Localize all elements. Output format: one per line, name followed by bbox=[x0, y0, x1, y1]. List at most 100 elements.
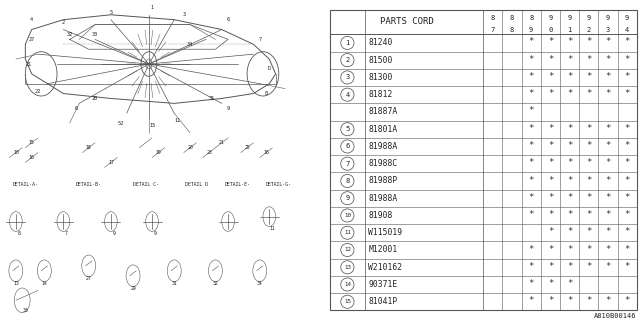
Text: *: * bbox=[529, 296, 534, 305]
Text: *: * bbox=[529, 72, 534, 81]
Text: 3: 3 bbox=[606, 27, 610, 33]
Text: 17: 17 bbox=[108, 160, 114, 165]
Text: *: * bbox=[567, 262, 572, 271]
Text: *: * bbox=[605, 210, 611, 219]
Text: *: * bbox=[625, 55, 630, 64]
Text: *: * bbox=[625, 227, 630, 236]
Text: *: * bbox=[567, 124, 572, 133]
Text: 8: 8 bbox=[510, 15, 514, 21]
Text: 9: 9 bbox=[587, 15, 591, 21]
Text: *: * bbox=[529, 37, 534, 46]
Text: 16: 16 bbox=[29, 155, 35, 160]
Text: *: * bbox=[567, 227, 572, 236]
Text: *: * bbox=[529, 158, 534, 167]
Text: 31: 31 bbox=[209, 96, 216, 101]
Text: *: * bbox=[548, 279, 553, 288]
Text: *: * bbox=[586, 262, 591, 271]
Text: 23: 23 bbox=[206, 150, 212, 155]
Text: A810B00146: A810B00146 bbox=[595, 313, 637, 319]
Text: *: * bbox=[567, 210, 572, 219]
Text: DETAIL C·: DETAIL C· bbox=[132, 182, 159, 187]
Text: *: * bbox=[586, 193, 591, 202]
Text: 81988A: 81988A bbox=[368, 142, 397, 151]
Text: *: * bbox=[548, 193, 553, 202]
Text: *: * bbox=[567, 175, 572, 185]
Text: *: * bbox=[586, 89, 591, 98]
Text: *: * bbox=[625, 89, 630, 98]
Text: 52: 52 bbox=[117, 121, 124, 125]
Text: 16: 16 bbox=[263, 150, 269, 155]
Text: *: * bbox=[548, 210, 553, 219]
Text: 6: 6 bbox=[227, 17, 230, 22]
Text: *: * bbox=[586, 244, 591, 253]
Text: DETAIL·G·: DETAIL·G· bbox=[266, 182, 292, 187]
Text: 34: 34 bbox=[257, 281, 262, 285]
Text: *: * bbox=[529, 193, 534, 202]
Text: DETAIL·A·: DETAIL·A· bbox=[12, 182, 38, 187]
Text: *: * bbox=[529, 55, 534, 64]
Text: 34: 34 bbox=[187, 42, 193, 47]
Text: 13: 13 bbox=[13, 281, 19, 285]
Text: *: * bbox=[586, 227, 591, 236]
Text: *: * bbox=[625, 72, 630, 81]
Text: 81812: 81812 bbox=[368, 90, 393, 99]
Text: *: * bbox=[625, 175, 630, 185]
Text: 18: 18 bbox=[86, 145, 92, 150]
Text: *: * bbox=[567, 55, 572, 64]
Text: *: * bbox=[529, 210, 534, 219]
Text: 2: 2 bbox=[587, 27, 591, 33]
Text: *: * bbox=[567, 279, 572, 288]
Text: 4: 4 bbox=[345, 92, 349, 98]
Text: *: * bbox=[605, 262, 611, 271]
Text: 11: 11 bbox=[269, 227, 275, 231]
Text: 6: 6 bbox=[74, 106, 77, 111]
Text: 11: 11 bbox=[174, 118, 180, 123]
Text: 81988C: 81988C bbox=[368, 159, 397, 168]
Text: *: * bbox=[605, 296, 611, 305]
Text: 9: 9 bbox=[625, 15, 629, 21]
Text: *: * bbox=[529, 141, 534, 150]
Text: *: * bbox=[548, 89, 553, 98]
Text: PARTS CORD: PARTS CORD bbox=[380, 17, 433, 27]
Text: 11: 11 bbox=[344, 230, 351, 235]
Text: 7: 7 bbox=[345, 161, 349, 167]
Text: *: * bbox=[605, 141, 611, 150]
Text: 81500: 81500 bbox=[368, 56, 393, 65]
Text: 9: 9 bbox=[345, 195, 349, 201]
Text: DETAIL D: DETAIL D bbox=[185, 182, 208, 187]
Text: *: * bbox=[567, 89, 572, 98]
Text: 20: 20 bbox=[188, 145, 193, 150]
Text: 8: 8 bbox=[345, 178, 349, 184]
Text: *: * bbox=[567, 244, 572, 253]
Text: *: * bbox=[548, 158, 553, 167]
Text: 29: 29 bbox=[130, 285, 136, 291]
Text: 19: 19 bbox=[156, 150, 161, 155]
Text: 1: 1 bbox=[150, 5, 154, 10]
Text: *: * bbox=[605, 72, 611, 81]
Text: 7: 7 bbox=[491, 27, 495, 33]
Text: 3: 3 bbox=[182, 12, 186, 17]
Text: 21: 21 bbox=[219, 140, 225, 145]
Text: *: * bbox=[567, 158, 572, 167]
Text: 2: 2 bbox=[62, 20, 65, 25]
Text: *: * bbox=[586, 158, 591, 167]
Text: 4: 4 bbox=[625, 27, 629, 33]
Text: *: * bbox=[529, 89, 534, 98]
Text: 9: 9 bbox=[113, 231, 115, 236]
Text: *: * bbox=[625, 37, 630, 46]
Text: 81240: 81240 bbox=[368, 38, 393, 47]
Text: *: * bbox=[625, 124, 630, 133]
Text: *: * bbox=[567, 193, 572, 202]
Text: 33: 33 bbox=[22, 308, 28, 313]
Text: *: * bbox=[567, 141, 572, 150]
Text: *: * bbox=[548, 227, 553, 236]
Text: *: * bbox=[605, 227, 611, 236]
Text: 2: 2 bbox=[345, 57, 349, 63]
Text: 5: 5 bbox=[109, 10, 113, 15]
Text: 31: 31 bbox=[172, 281, 177, 285]
Text: *: * bbox=[548, 72, 553, 81]
Text: 81041P: 81041P bbox=[368, 297, 397, 306]
Text: *: * bbox=[567, 37, 572, 46]
Text: 4: 4 bbox=[30, 17, 33, 22]
Text: 81887A: 81887A bbox=[368, 108, 397, 116]
